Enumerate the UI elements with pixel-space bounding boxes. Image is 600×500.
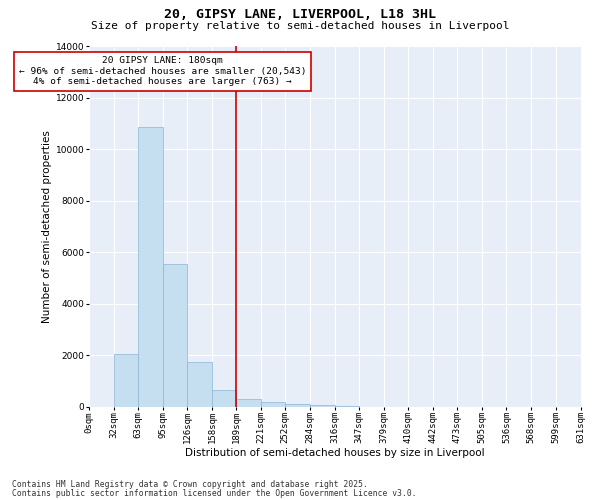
- Bar: [261, 402, 285, 407]
- Bar: [212, 390, 236, 407]
- Bar: [285, 404, 310, 407]
- X-axis label: Distribution of semi-detached houses by size in Liverpool: Distribution of semi-detached houses by …: [185, 448, 484, 458]
- Bar: [113, 354, 138, 407]
- Bar: [138, 127, 163, 407]
- Bar: [236, 398, 261, 407]
- Text: Size of property relative to semi-detached houses in Liverpool: Size of property relative to semi-detach…: [91, 21, 509, 31]
- Text: Contains public sector information licensed under the Open Government Licence v3: Contains public sector information licen…: [12, 488, 416, 498]
- Bar: [187, 362, 212, 407]
- Text: 20 GIPSY LANE: 180sqm
← 96% of semi-detached houses are smaller (20,543)
4% of s: 20 GIPSY LANE: 180sqm ← 96% of semi-deta…: [19, 56, 307, 86]
- Y-axis label: Number of semi-detached properties: Number of semi-detached properties: [41, 130, 52, 323]
- Text: Contains HM Land Registry data © Crown copyright and database right 2025.: Contains HM Land Registry data © Crown c…: [12, 480, 368, 489]
- Bar: [335, 406, 359, 407]
- Text: 20, GIPSY LANE, LIVERPOOL, L18 3HL: 20, GIPSY LANE, LIVERPOOL, L18 3HL: [164, 8, 436, 20]
- Bar: [310, 406, 335, 407]
- Bar: [163, 264, 187, 407]
